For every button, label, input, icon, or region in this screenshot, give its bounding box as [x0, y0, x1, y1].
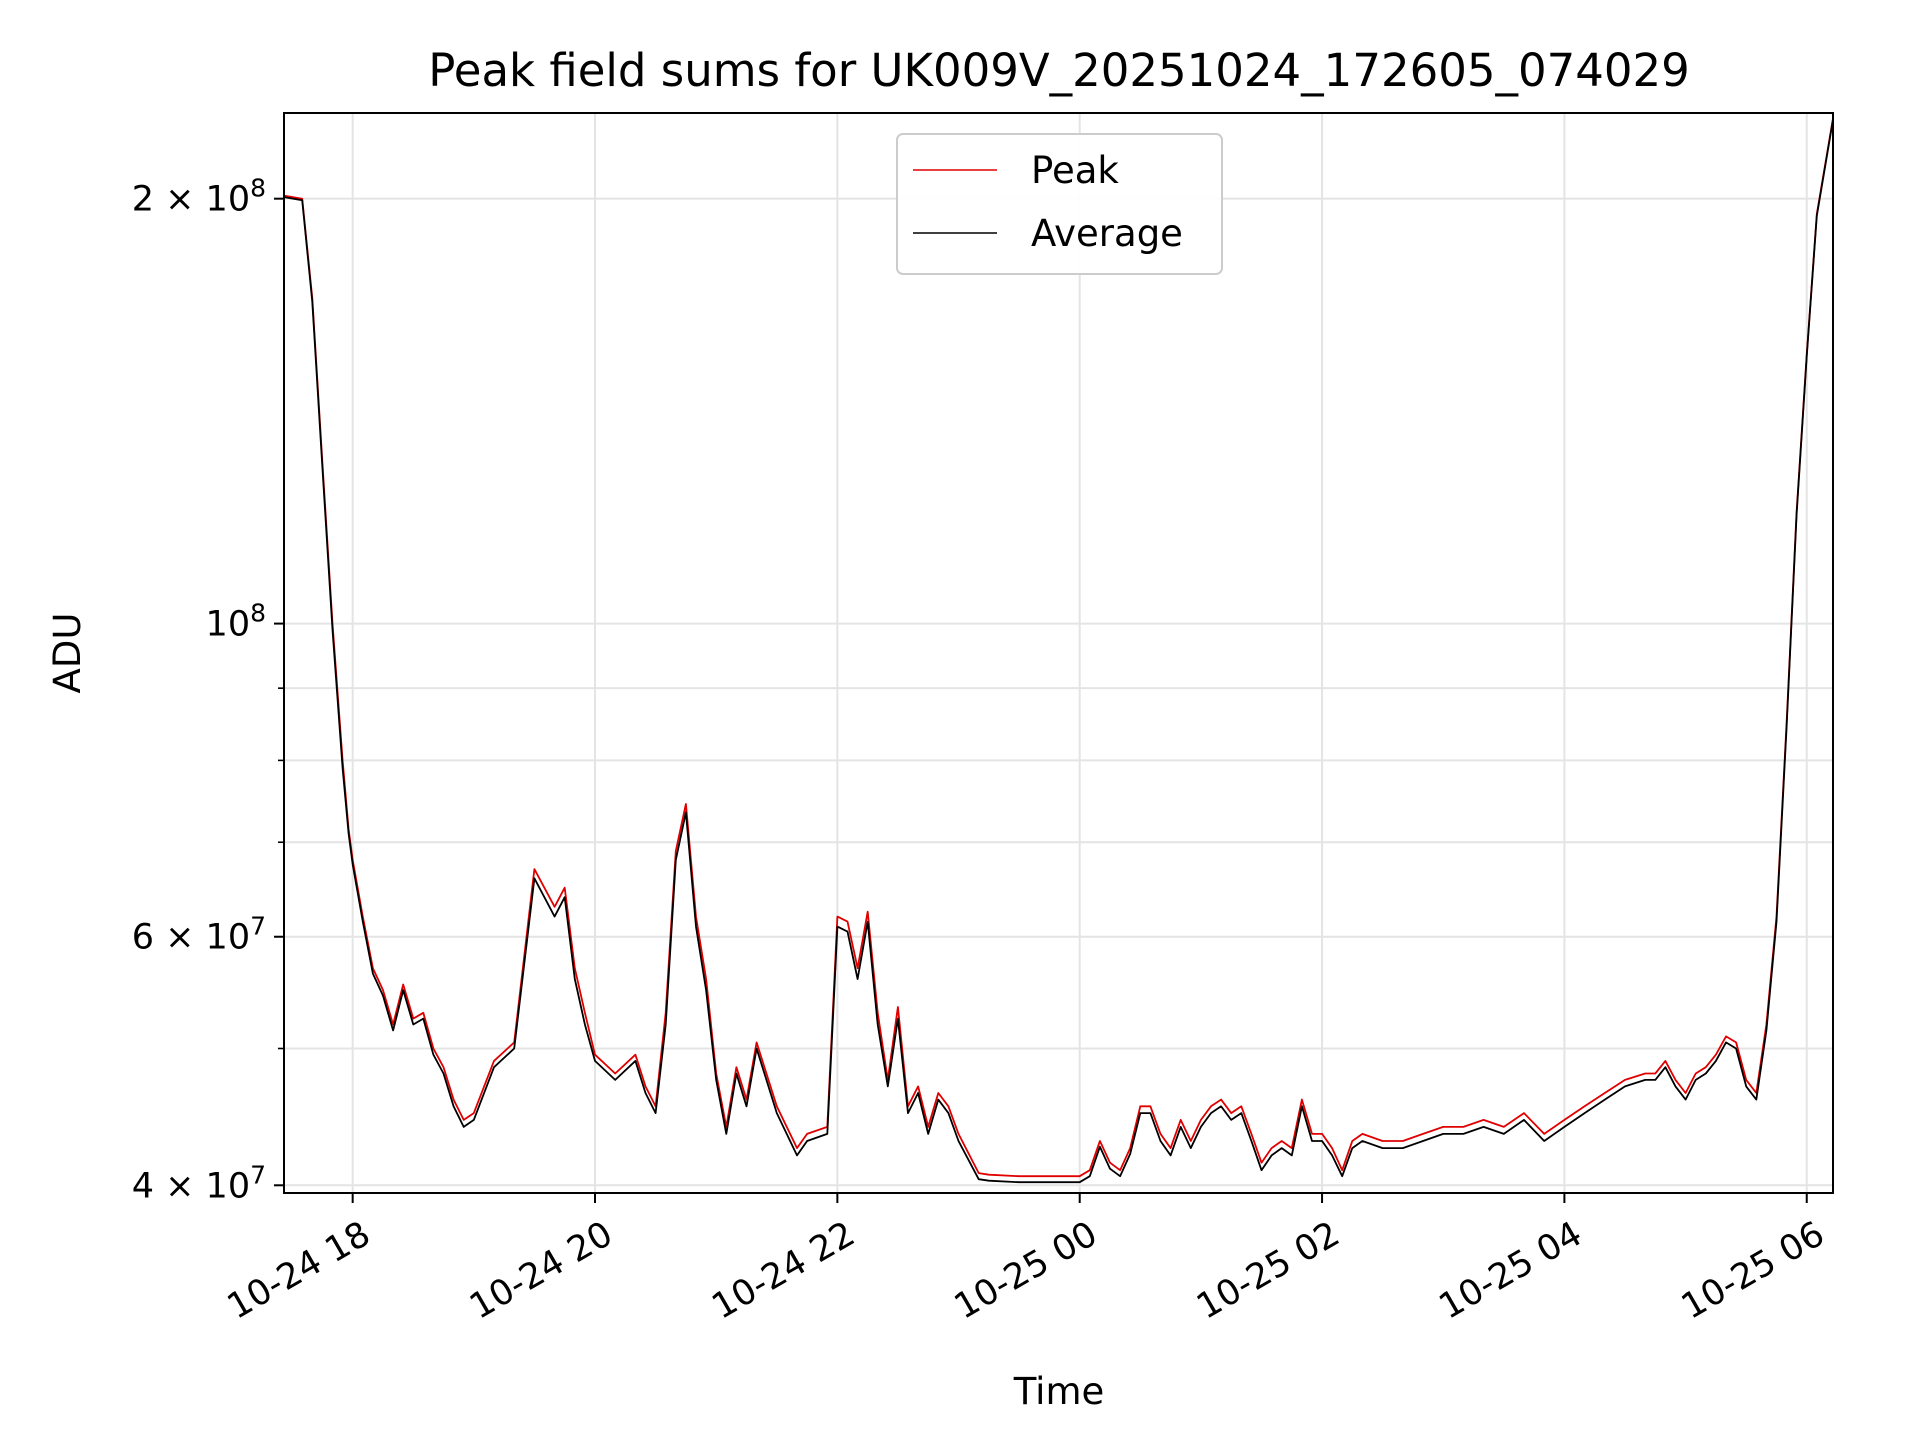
y-tick-label: 2 × 108 — [132, 174, 266, 220]
chart-title: Peak field sums for UK009V_20251024_1726… — [428, 44, 1690, 97]
y-axis-label: ADU — [46, 613, 89, 694]
y-tick-label: 4 × 107 — [132, 1160, 266, 1206]
series-lines — [283, 118, 1834, 1184]
legend-label-average: Average — [1031, 212, 1183, 255]
series-line-peak — [283, 118, 1834, 1178]
x-axis-label: Time — [1013, 1370, 1105, 1413]
legend: Peak Average — [896, 133, 1223, 275]
series-line-average — [283, 119, 1834, 1184]
plot-frame — [283, 112, 1834, 1194]
legend-box — [896, 133, 1223, 275]
y-axis: 4 × 107 6 × 107 108 2 × 108 — [132, 174, 284, 1206]
y-tick-label: 6 × 107 — [132, 912, 266, 958]
y-tick-label: 108 — [206, 599, 266, 645]
legend-label-peak: Peak — [1031, 149, 1119, 192]
